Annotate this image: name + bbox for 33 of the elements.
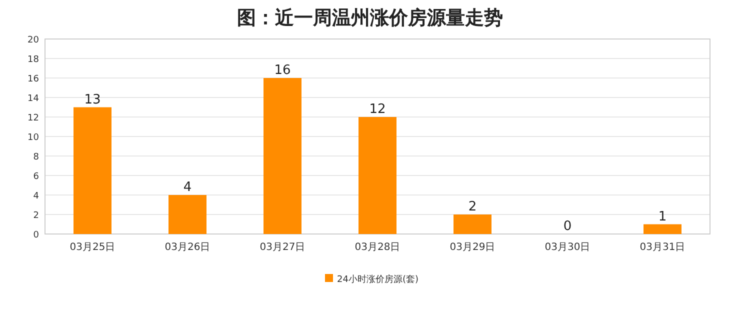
- x-tick-label: 03月26日: [164, 242, 210, 253]
- data-label: 1: [658, 209, 667, 224]
- y-tick-label: 12: [28, 114, 39, 124]
- bar: [74, 107, 112, 234]
- bar: [644, 224, 682, 234]
- bar: [264, 78, 302, 234]
- x-tick-label: 03月31日: [640, 242, 686, 253]
- chart-title: 图：近一周温州涨价房源量走势: [237, 7, 503, 29]
- y-tick-label: 8: [33, 152, 40, 162]
- legend-label: 24小时涨价房源(套): [337, 274, 418, 285]
- data-label: 2: [468, 200, 477, 214]
- x-tick-label: 03月30日: [544, 242, 590, 253]
- data-label: 0: [563, 219, 572, 234]
- y-tick-label: 16: [28, 74, 40, 84]
- y-tick-label: 6: [33, 172, 40, 182]
- bar: [358, 117, 396, 234]
- bar: [454, 214, 492, 234]
- data-label: 4: [183, 180, 192, 195]
- y-tick-label: 10: [28, 133, 40, 143]
- x-tick-label: 03月25日: [70, 242, 116, 253]
- y-tick-label: 14: [28, 94, 40, 104]
- data-label: 13: [84, 92, 101, 108]
- y-tick-label: 2: [33, 211, 39, 221]
- y-tick-label: 20: [28, 36, 40, 46]
- bar: [168, 195, 206, 234]
- data-label: 16: [274, 63, 291, 78]
- y-tick-label: 4: [33, 192, 40, 202]
- x-tick-label: 03月28日: [354, 242, 400, 253]
- y-tick-label: 18: [28, 55, 40, 65]
- y-tick-label: 0: [33, 230, 40, 240]
- x-tick-label: 03月27日: [260, 242, 306, 253]
- x-tick-label: 03月29日: [450, 242, 496, 253]
- data-label: 12: [369, 102, 386, 117]
